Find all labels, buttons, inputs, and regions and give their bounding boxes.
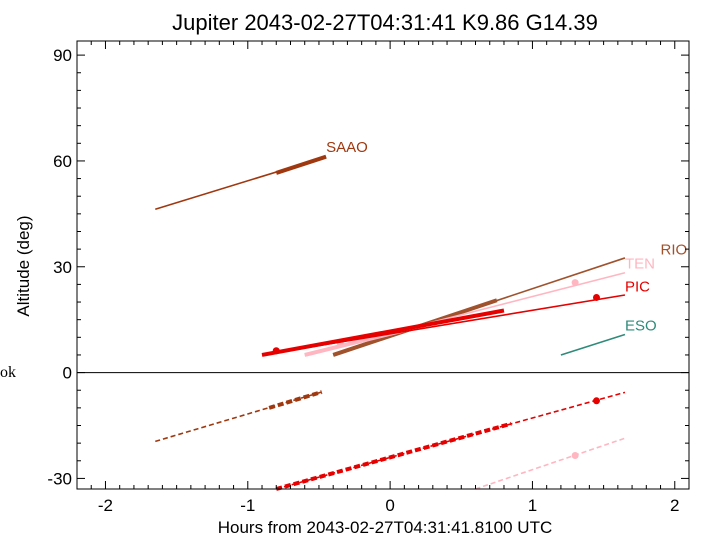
eso-label: ESO [625,317,657,334]
pic-marker-2 [592,397,600,405]
y-tick-label-4: 90 [53,46,72,65]
y-tick-label-3: 60 [53,152,72,171]
saao-segment-2 [155,391,323,443]
x-tick-label-2: 0 [385,496,394,515]
x-tick-label-1: -1 [240,496,255,515]
x-tick-label-0: -2 [98,496,113,515]
y-tick-label-2: 30 [53,258,72,277]
saao-segment-1 [275,154,327,175]
axis-ticks: -2 -1 0 1 2 -30 0 30 60 90 [47,41,690,515]
y-tick-label-1: 0 [63,364,72,383]
pic-label: PIC [625,278,650,295]
ten-label: TEN [625,256,655,273]
x-tick-label-4: 2 [670,496,679,515]
plot-frame [76,40,690,490]
ten-segment-2 [475,437,626,490]
pic-segment-1 [261,308,505,357]
y-tick-label-0: -30 [47,469,72,488]
ten-marker-0 [571,279,579,287]
ten-marker-2 [571,451,579,459]
pic-marker-0 [592,293,600,301]
y-axis-label: Altitude (deg) [14,215,33,316]
saao-label: SAAO [326,139,368,156]
left-edge-text: ok [0,364,16,381]
saao-segment-3 [268,390,323,410]
chart-title: Jupiter 2043-02-27T04:31:41 K9.86 G14.39 [172,10,598,35]
x-axis-label: Hours from 2043-02-27T04:31:41.8100 UTC [218,518,553,537]
pic-segment-3 [275,421,512,491]
eso-segment-0 [560,333,626,356]
rio-label: RIO [661,241,688,258]
x-tick-label-3: 1 [528,496,537,515]
pic-marker-1 [272,347,280,355]
plot-area: SAAO RIO TEN PIC ESO [77,139,689,491]
